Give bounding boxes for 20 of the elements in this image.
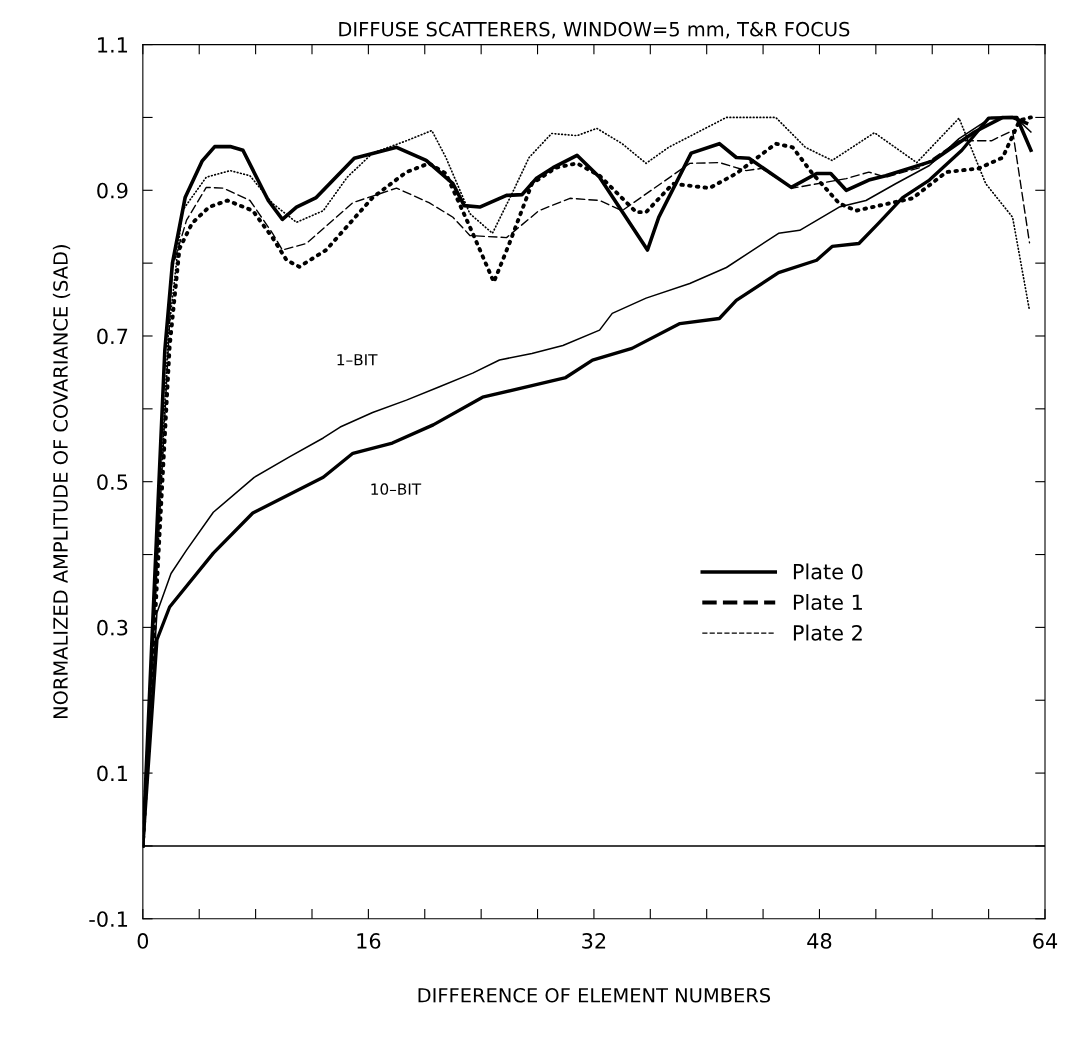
x-axis-title: DIFFERENCE OF ELEMENT NUMBERS bbox=[418, 987, 771, 1003]
y-tick-label: 1.1 bbox=[98, 37, 128, 53]
y-tick-label: 0.7 bbox=[97, 328, 128, 345]
annotation: 10–BIT bbox=[371, 483, 422, 495]
y-tick-label: 0.9 bbox=[97, 182, 128, 199]
chart-title: DIFFUSE SCATTERERS, WINDOW=5 mm, T&R FOCUS bbox=[339, 21, 850, 39]
legend-label: Plate 0 bbox=[793, 563, 863, 580]
y-tick-label: -0.1 bbox=[89, 911, 128, 927]
x-tick-label: 32 bbox=[582, 933, 606, 949]
x-tick-label: 48 bbox=[807, 933, 832, 949]
x-tick-label: 0 bbox=[137, 933, 149, 949]
x-tick-label: 64 bbox=[1033, 933, 1058, 949]
x-tick-label: 16 bbox=[357, 933, 381, 949]
y-tick-label: 0.1 bbox=[97, 765, 128, 782]
legend-label: Plate 1 bbox=[793, 593, 862, 611]
y-axis-title: NORMALIZED AMPLITUDE OF COVARIANCE (SAD) bbox=[52, 245, 71, 719]
legend-label: Plate 2 bbox=[793, 624, 862, 641]
y-tick-label: 0.3 bbox=[97, 619, 128, 636]
y-tick-label: 0.5 bbox=[97, 474, 128, 490]
annotation: 1–BIT bbox=[337, 354, 378, 366]
